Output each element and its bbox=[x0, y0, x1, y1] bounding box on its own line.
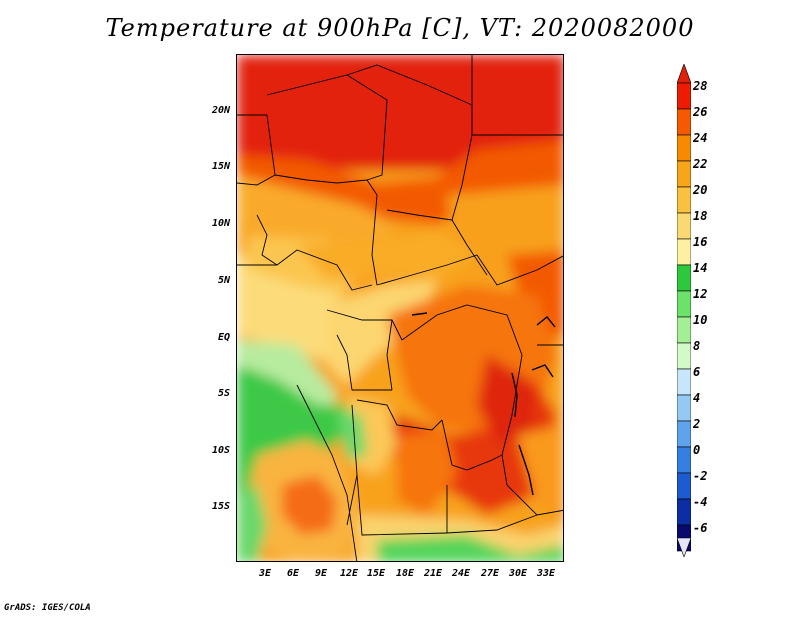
colorbar-label: 6 bbox=[693, 365, 701, 379]
lon-tick-label: 12E bbox=[339, 568, 359, 579]
lon-tick-label: 27E bbox=[480, 568, 500, 579]
colorbar-bin bbox=[677, 264, 691, 292]
colorbar-bin bbox=[677, 238, 691, 266]
colorbar-bin bbox=[677, 186, 691, 214]
colorbar-bin bbox=[677, 446, 691, 474]
colorbar-bin bbox=[677, 316, 691, 344]
lat-tick-label: 5N bbox=[217, 275, 230, 286]
colorbar bbox=[677, 64, 691, 557]
colorbar-over-triangle bbox=[677, 64, 691, 84]
colorbar-bin bbox=[677, 212, 691, 240]
colorbar-bin bbox=[677, 160, 691, 188]
colorbar-label: -2 bbox=[693, 469, 708, 483]
colorbar-label: 16 bbox=[693, 235, 708, 249]
lat-tick-label: EQ bbox=[217, 332, 230, 343]
lon-tick-label: 30E bbox=[508, 568, 528, 579]
colorbar-label: 26 bbox=[693, 105, 708, 119]
temperature-map bbox=[236, 54, 564, 562]
colorbar-label: 14 bbox=[693, 261, 708, 275]
colorbar-bin bbox=[677, 472, 691, 500]
colorbar-label: 0 bbox=[693, 443, 701, 457]
colorbar-label: 24 bbox=[693, 131, 708, 145]
colorbar-bin bbox=[677, 420, 691, 448]
colorbar-bin bbox=[677, 342, 691, 370]
colorbar-bin bbox=[677, 134, 691, 162]
colorbar-label: 10 bbox=[693, 313, 708, 327]
lon-tick-label: 15E bbox=[366, 568, 386, 579]
colorbar-label: 22 bbox=[693, 157, 708, 171]
colorbar-label: 20 bbox=[693, 183, 708, 197]
lat-tick-label: 10N bbox=[211, 218, 230, 229]
credit-footer: GrADS: IGES/COLA bbox=[4, 603, 91, 613]
colorbar-label: 4 bbox=[693, 391, 701, 405]
colorbar-bin bbox=[677, 394, 691, 422]
lon-tick-label: 24E bbox=[451, 568, 471, 579]
colorbar-bin bbox=[677, 82, 691, 110]
lakes bbox=[411, 312, 556, 496]
lon-tick-label: 6E bbox=[286, 568, 300, 579]
country-borders bbox=[237, 55, 563, 561]
colorbar-bins bbox=[677, 82, 691, 552]
colorbar-label: 8 bbox=[693, 339, 701, 353]
lat-tick-label: 15S bbox=[211, 501, 230, 512]
temperature-field bbox=[237, 55, 563, 561]
colorbar-label: 12 bbox=[693, 287, 708, 301]
lon-tick-label: 3E bbox=[258, 568, 272, 579]
colorbar-bin bbox=[677, 290, 691, 318]
lat-tick-label: 20N bbox=[211, 105, 230, 116]
lat-tick-label: 10S bbox=[211, 445, 230, 456]
colorbar-label: 18 bbox=[693, 209, 708, 223]
map-title: Temperature at 900hPa [C], VT: 202008200… bbox=[105, 14, 695, 42]
colorbar-under-triangle bbox=[677, 537, 691, 557]
colorbar-label: -6 bbox=[693, 521, 708, 535]
lon-tick-label: 18E bbox=[395, 568, 415, 579]
colorbar-bin bbox=[677, 498, 691, 526]
colorbar-label: -4 bbox=[693, 495, 708, 509]
lon-tick-label: 21E bbox=[423, 568, 443, 579]
lat-tick-label: 5S bbox=[217, 388, 230, 399]
colorbar-label: 2 bbox=[693, 417, 701, 431]
lat-tick-label: 15N bbox=[211, 161, 230, 172]
colorbar-bin bbox=[677, 368, 691, 396]
lon-tick-label: 33E bbox=[536, 568, 556, 579]
colorbar-label: 28 bbox=[693, 79, 708, 93]
lon-tick-label: 9E bbox=[314, 568, 328, 579]
colorbar-bin bbox=[677, 108, 691, 136]
